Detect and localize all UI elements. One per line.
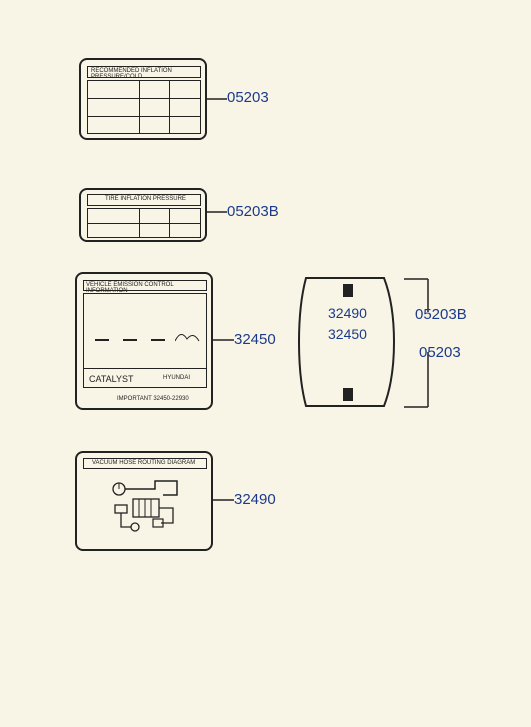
- label3-footer: IMPORTANT 32450-22930: [117, 396, 189, 402]
- window-marker-bottom: [343, 388, 353, 401]
- catalyst-text: CATALYST: [89, 374, 134, 384]
- bracket-lines: [404, 276, 438, 410]
- window-marker-top: [343, 284, 353, 297]
- diagram-canvas: RECOMMENDED INFLATION PRESSURE/COLD 0520…: [0, 0, 531, 727]
- part-05203: 05203: [227, 89, 269, 106]
- part-05203B: 05203B: [227, 203, 279, 220]
- label2-header: TIRE INFLATION PRESSURE: [105, 196, 186, 202]
- tire-pressure-label-2: TIRE INFLATION PRESSURE: [79, 188, 207, 242]
- part-32450: 32450: [234, 331, 276, 348]
- routing-diagram-svg: [103, 475, 187, 541]
- part-32490: 32490: [234, 491, 276, 508]
- vacuum-hose-label: VACUUM HOSE ROUTING DIAGRAM: [75, 451, 213, 551]
- label4-header: VACUUM HOSE ROUTING DIAGRAM: [92, 460, 195, 466]
- brand-text: HYUNDAI: [163, 375, 190, 381]
- tire-pressure-label-1: RECOMMENDED INFLATION PRESSURE/COLD: [79, 58, 207, 140]
- glass-label-32450: 32450: [328, 326, 367, 342]
- bracket-05203: 05203: [419, 344, 461, 361]
- emission-control-label: VEHICLE EMISSION CONTROL INFORMATION CAT…: [75, 272, 213, 410]
- glass-label-32490: 32490: [328, 305, 367, 321]
- bracket-05203B: 05203B: [415, 306, 467, 323]
- label1-header: RECOMMENDED INFLATION PRESSURE/COLD: [91, 68, 205, 80]
